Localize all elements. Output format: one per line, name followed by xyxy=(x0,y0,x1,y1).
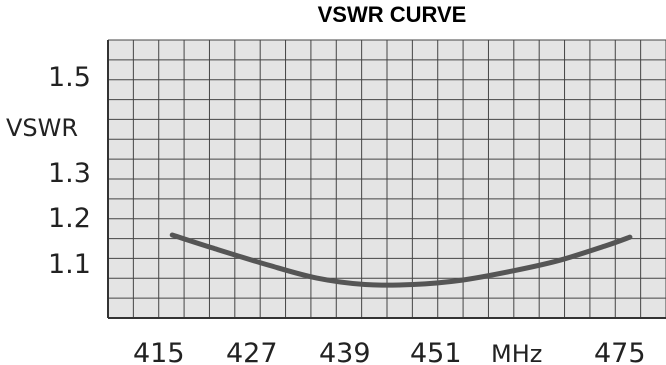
x-tick-label: 439 xyxy=(319,338,371,365)
series-line xyxy=(169,232,633,288)
y-tick-label: 1.3 xyxy=(48,158,91,189)
x-unit-label: MHz xyxy=(491,340,542,365)
x-tick-label: 415 xyxy=(133,338,185,365)
chart-title: VSWR CURVE xyxy=(317,2,467,27)
axis-layer xyxy=(107,40,666,319)
y-tick-label: 1.1 xyxy=(48,249,91,280)
y-axis-label: VSWR xyxy=(6,114,78,142)
series-layer xyxy=(169,232,633,288)
x-tick-label: 427 xyxy=(226,338,278,365)
x-tick-label: 475 xyxy=(594,338,646,365)
y-tick-label: 1.2 xyxy=(48,203,91,234)
y-tick-label: 1.5 xyxy=(48,62,91,93)
x-tick-label: 451 xyxy=(410,338,462,365)
